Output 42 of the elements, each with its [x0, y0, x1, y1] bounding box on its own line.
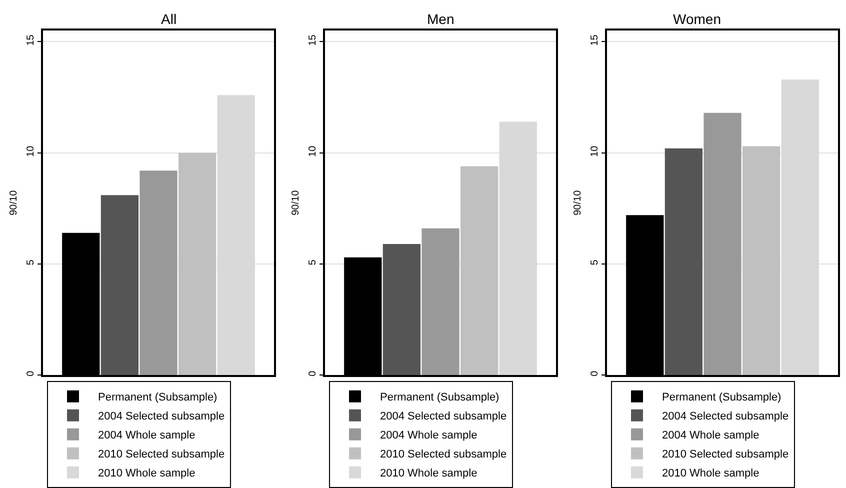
y-tick-label: 0 [307, 370, 318, 376]
legend-label: 2010 Selected subsample [662, 448, 789, 461]
y-axis-title: 90/10 [8, 190, 20, 216]
bar [100, 195, 139, 376]
bar [460, 166, 498, 376]
y-tick-label: 15 [25, 34, 36, 46]
legend-label: 2004 Whole sample [98, 430, 196, 442]
legend-label: 2004 Selected subsample [380, 410, 507, 423]
y-tick-label: 0 [25, 370, 36, 376]
legend-label: 2004 Selected subsample [98, 410, 225, 423]
legend-label: 2010 Selected subsample [98, 448, 225, 461]
legend-label: 2004 Whole sample [380, 430, 478, 442]
chart-title: Men [427, 11, 454, 27]
legend-label: 2004 Selected subsample [662, 410, 789, 423]
legend-label: 2010 Selected subsample [380, 448, 507, 461]
y-tick-label: 5 [307, 259, 318, 266]
y-tick-label: 0 [589, 370, 600, 376]
y-tick-label: 10 [307, 145, 318, 157]
y-tick-label: 15 [307, 34, 318, 46]
bar [664, 148, 703, 376]
legend-label: Permanent (Subsample) [380, 392, 500, 404]
y-axis-title: 90/10 [290, 190, 302, 216]
y-tick-label: 15 [589, 34, 600, 46]
chart-title: All [161, 11, 177, 27]
bar [382, 244, 421, 376]
y-axis-title: 90/10 [572, 190, 584, 216]
y-tick-label: 10 [589, 145, 600, 157]
legend-label: Permanent (Subsample) [662, 392, 782, 404]
legend-label: 2010 Whole sample [662, 468, 760, 480]
bar [742, 146, 780, 376]
legend-label: Permanent (Subsample) [98, 392, 218, 404]
legend-label: 2010 Whole sample [380, 468, 478, 480]
y-tick-label: 5 [589, 259, 600, 266]
bar [178, 152, 216, 376]
y-tick-label: 5 [25, 259, 36, 266]
chart-title: Women [673, 11, 721, 27]
legend-label: 2004 Whole sample [662, 430, 760, 442]
legend-label: 2010 Whole sample [98, 468, 196, 480]
bar [422, 228, 460, 376]
y-tick-label: 10 [25, 145, 36, 157]
bar [140, 170, 178, 376]
bar [704, 112, 742, 376]
